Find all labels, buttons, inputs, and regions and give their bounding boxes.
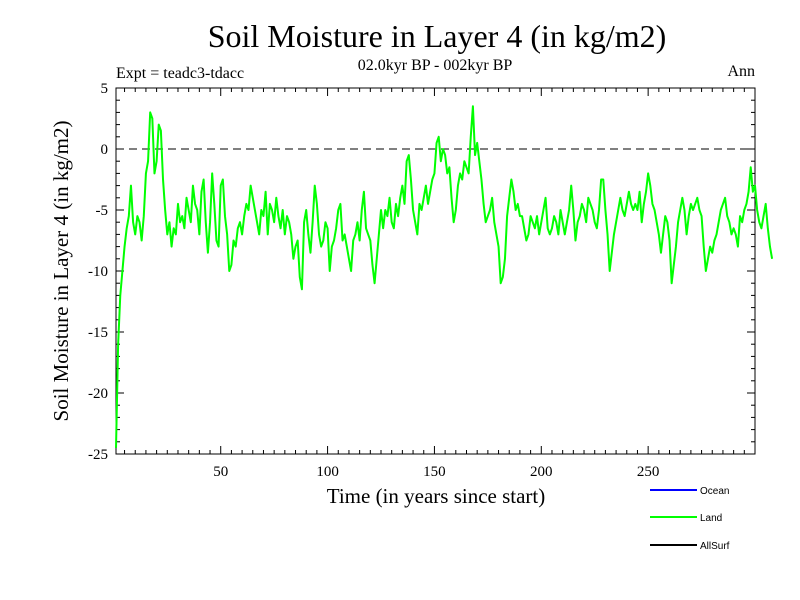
- legend-label-land: Land: [700, 513, 722, 524]
- x-tick-label: 100: [316, 464, 339, 480]
- y-tick-label: -20: [88, 386, 108, 402]
- axis-ticks: [116, 88, 755, 454]
- y-tick-label: -15: [88, 325, 108, 341]
- plot-frame: [115, 87, 756, 455]
- y-tick-label: 0: [101, 142, 109, 158]
- legend: Ocean Land AllSurf: [650, 486, 730, 552]
- x-axis-label: Time (in years since start): [327, 484, 546, 508]
- series-line-land: [115, 105, 774, 448]
- y-tick-label: -25: [88, 447, 108, 463]
- y-tick-label: 5: [101, 81, 109, 97]
- x-tick-labels: 50 100 150 200 250: [213, 464, 659, 480]
- expt-label: Expt = teadc3-tdacc: [116, 65, 244, 82]
- chart-title: Soil Moisture in Layer 4 (in kg/m2): [208, 18, 667, 54]
- y-axis-label: Soil Moisture in Layer 4 (in kg/m2): [49, 121, 73, 422]
- y-tick-label: -10: [88, 264, 108, 280]
- x-tick-label: 200: [530, 464, 553, 480]
- y-tick-labels: 5 0 -5 -10 -15 -20 -25: [88, 81, 108, 463]
- x-tick-label: 50: [213, 464, 228, 480]
- y-tick-label: -5: [96, 203, 109, 219]
- legend-label-ocean: Ocean: [700, 486, 729, 497]
- legend-label-allsurf: AllSurf: [700, 541, 730, 552]
- season-label: Ann: [727, 63, 755, 80]
- x-tick-label: 150: [423, 464, 446, 480]
- chart-subtitle: 02.0kyr BP - 002kyr BP: [358, 57, 513, 74]
- x-tick-label: 250: [637, 464, 660, 480]
